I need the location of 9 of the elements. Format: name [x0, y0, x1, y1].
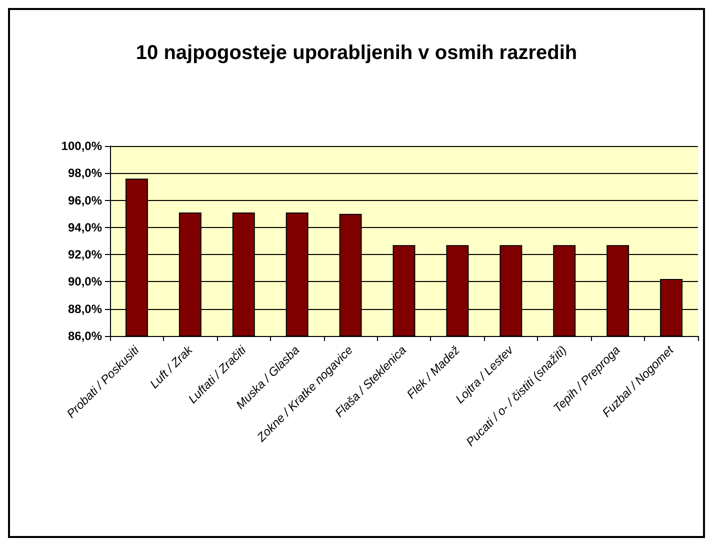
y-tick-label: 92,0%	[68, 248, 102, 262]
y-tick-label: 96,0%	[68, 193, 102, 208]
y-tick-label: 86,0%	[68, 329, 102, 343]
y-tick-label: 100,0%	[61, 139, 102, 153]
y-tick-label: 98,0%	[68, 166, 102, 180]
chart-title: 10 najpogosteje uporabljenih v osmih razredih	[136, 42, 578, 64]
y-tick-label: 94,0%	[68, 220, 102, 234]
y-tick-label: 90,0%	[68, 274, 102, 289]
y-tick-label: 88,0%	[68, 302, 102, 316]
